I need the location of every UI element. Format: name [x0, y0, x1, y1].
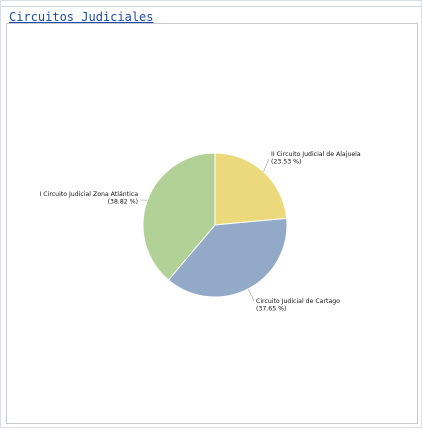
slice-leader-line	[248, 289, 254, 301]
slice-label-name: I Circuito Judicial Zona Atlántica	[40, 190, 139, 198]
slice-label-percent: (23.53 %)	[271, 159, 301, 166]
slice-leader-line	[264, 159, 269, 172]
slice-label-name: II Circuito Judicial de Alajuela	[271, 151, 361, 158]
slice-label-percent: (37.65 %)	[256, 306, 286, 313]
slice-label-name: Circuito Judicial de Cartago	[256, 298, 340, 305]
slice-label-percent: (38.82 %)	[108, 199, 138, 206]
